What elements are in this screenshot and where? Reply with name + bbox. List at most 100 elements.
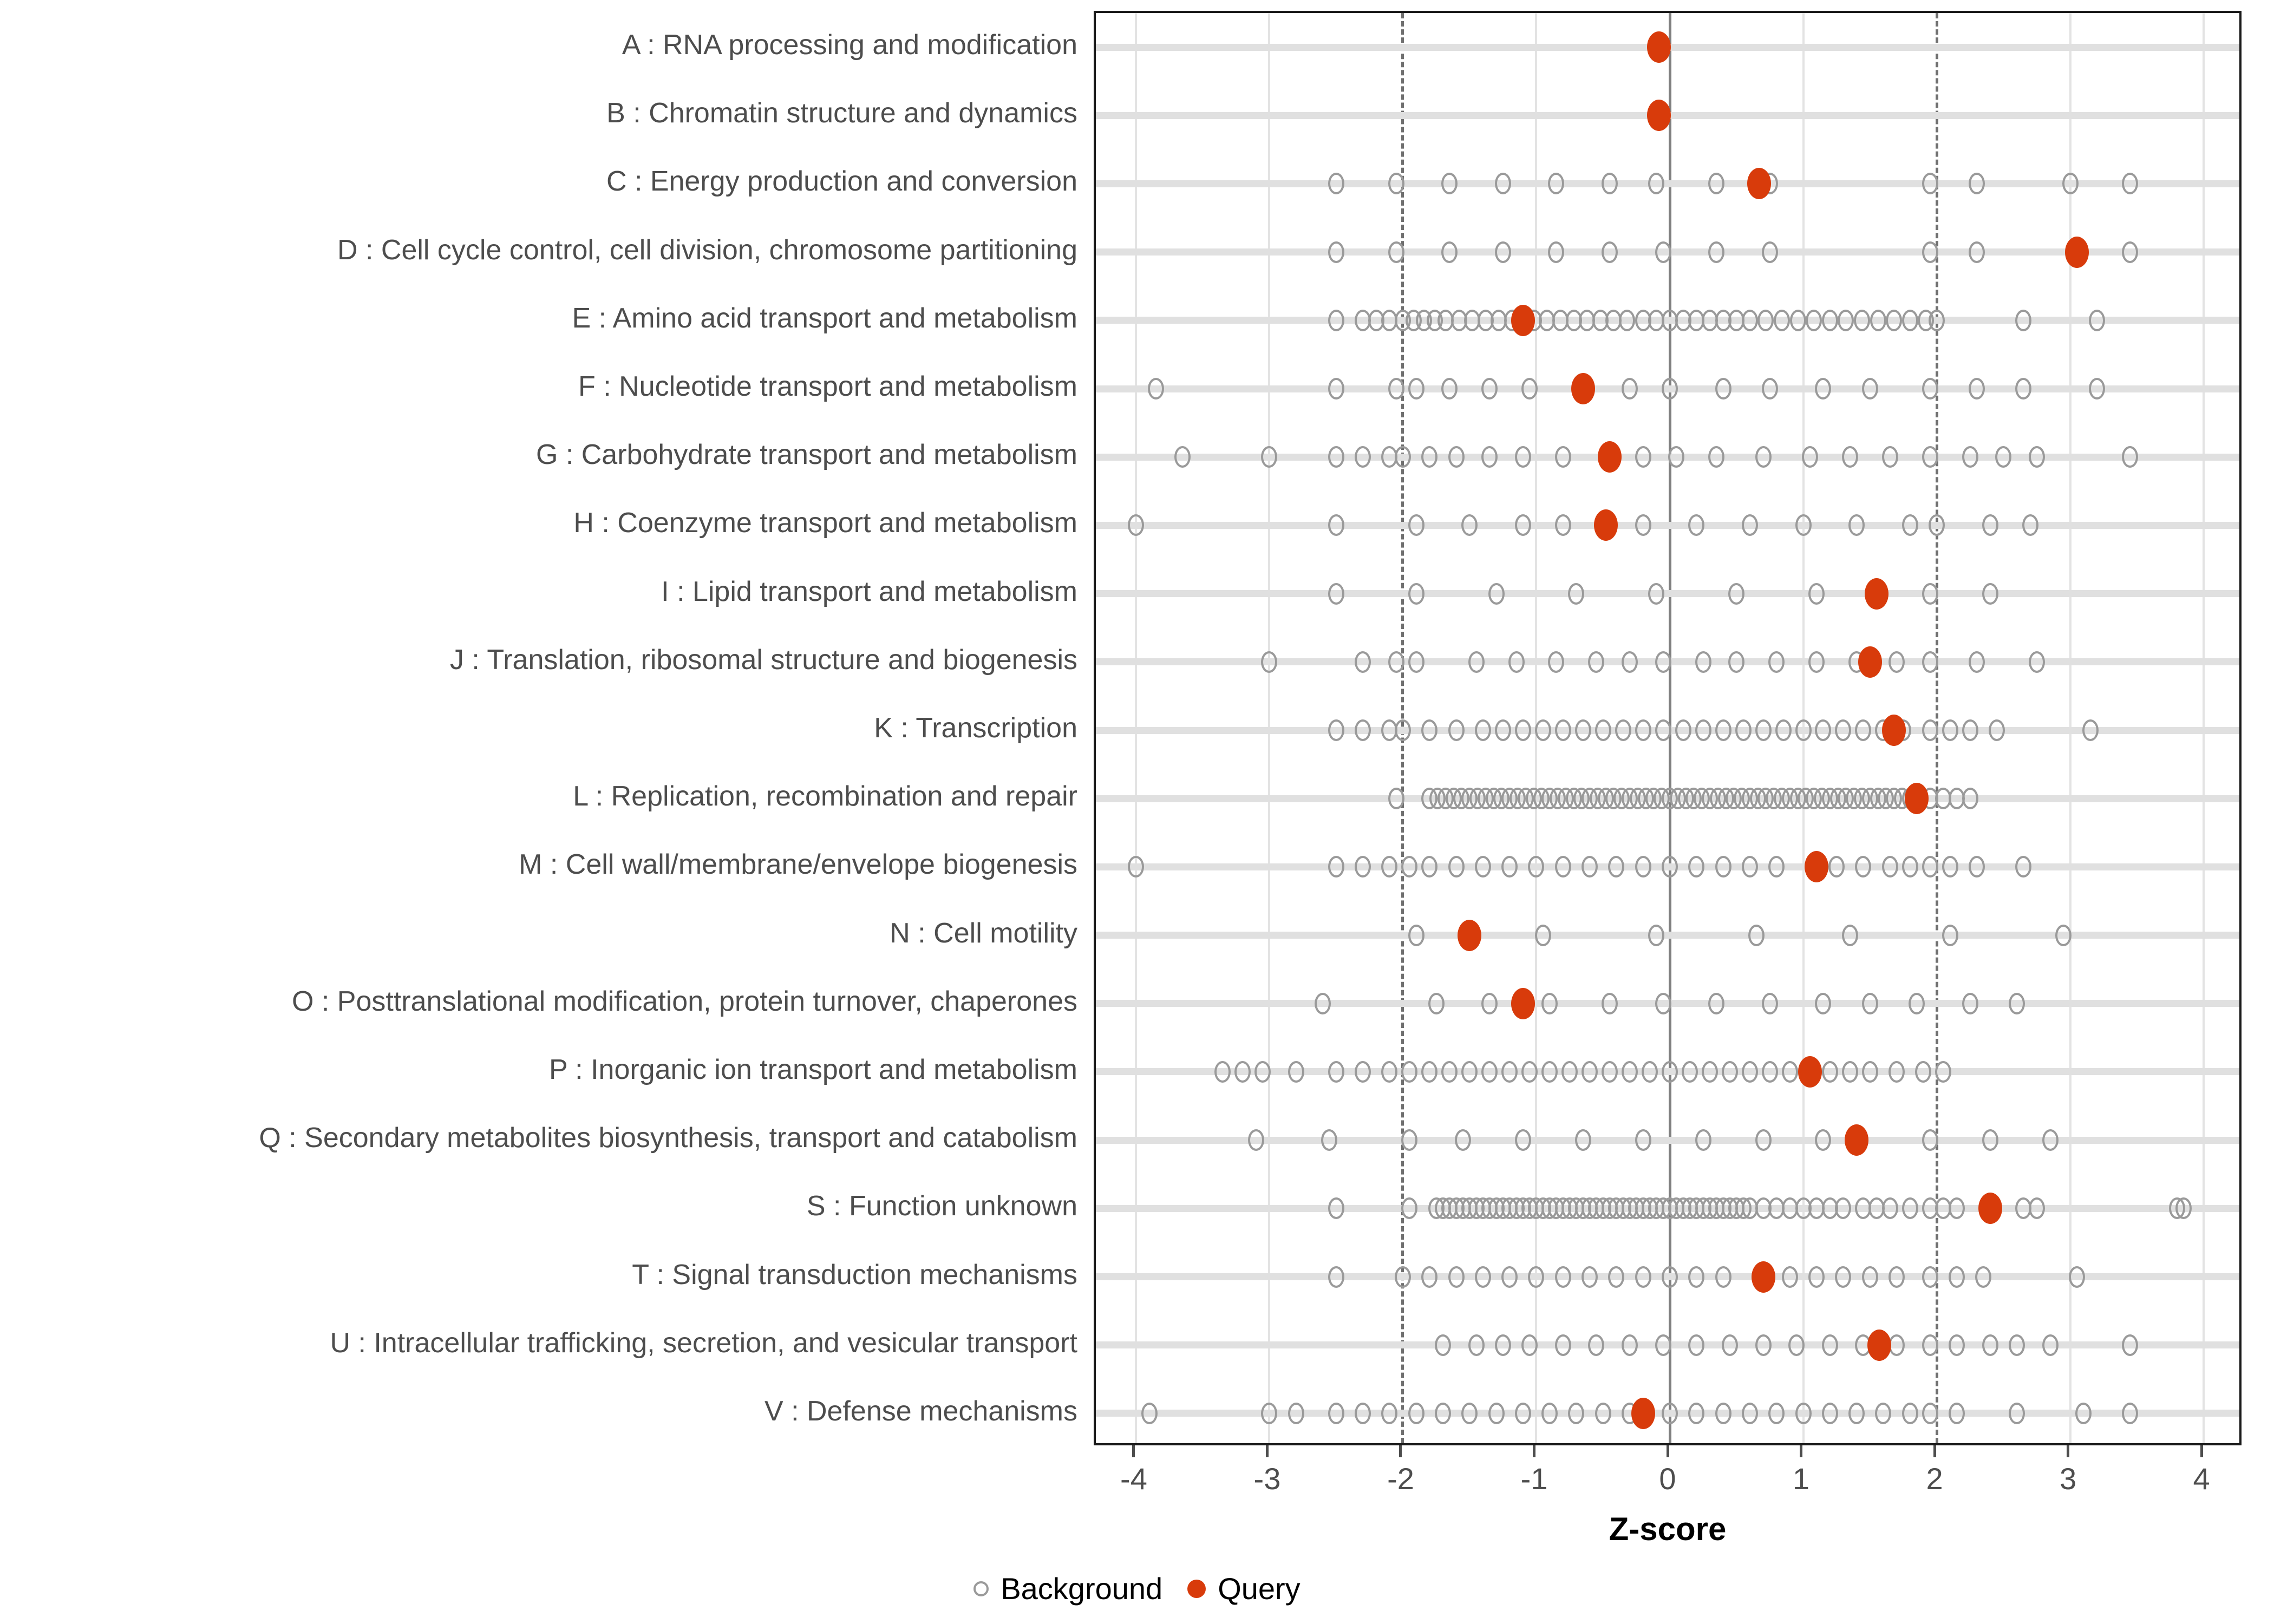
background-point <box>1968 378 1985 400</box>
background-point <box>1261 651 1278 673</box>
background-point <box>1695 719 1711 741</box>
background-point <box>2042 1129 2059 1151</box>
background-point <box>2082 719 2099 741</box>
query-point[interactable] <box>1747 168 1772 200</box>
background-point <box>1662 856 1678 878</box>
background-point <box>1768 651 1785 673</box>
background-point <box>1648 173 1665 195</box>
query-point[interactable] <box>1511 304 1535 336</box>
background-point <box>1901 1402 1918 1424</box>
background-point <box>2008 1334 2025 1356</box>
y-axis-label-a: A : RNA processing and modification <box>622 29 1077 61</box>
background-point <box>1889 1266 1905 1288</box>
y-axis-label-s: S : Function unknown <box>806 1190 1077 1222</box>
background-point <box>1468 651 1485 673</box>
background-point <box>1909 992 1925 1014</box>
background-point <box>1715 719 1731 741</box>
x-tick-0 <box>1666 1445 1669 1457</box>
query-point[interactable] <box>1598 441 1622 473</box>
background-point <box>1328 856 1344 878</box>
query-point[interactable] <box>1631 1397 1655 1429</box>
background-point <box>1408 514 1424 536</box>
background-point <box>1127 514 1144 536</box>
background-point <box>1922 378 1938 400</box>
background-point <box>1668 446 1685 468</box>
background-point <box>2055 924 2072 946</box>
background-point <box>1381 1402 1398 1424</box>
background-point <box>1602 241 1618 263</box>
background-point <box>2022 514 2038 536</box>
background-point <box>2122 241 2139 263</box>
background-point <box>1848 1402 1865 1424</box>
query-point[interactable] <box>1978 1193 2002 1224</box>
query-point[interactable] <box>2064 236 2089 268</box>
x-axis: -4 -3 -2 -1 0 1 2 3 4 <box>1094 1445 2242 1554</box>
background-point <box>1695 1129 1711 1151</box>
background-point <box>1394 719 1411 741</box>
query-point[interactable] <box>1751 1261 1775 1293</box>
background-point <box>1441 173 1458 195</box>
query-point[interactable] <box>1511 987 1535 1019</box>
background-point <box>1861 1266 1878 1288</box>
background-point <box>1968 173 1985 195</box>
background-point <box>1655 651 1671 673</box>
background-point <box>1775 719 1792 741</box>
background-point <box>1949 1266 1965 1288</box>
query-point[interactable] <box>1458 919 1482 951</box>
background-point <box>1835 719 1852 741</box>
background-point <box>1968 241 1985 263</box>
query-point[interactable] <box>1905 783 1929 815</box>
background-point <box>1554 719 1571 741</box>
y-axis-label-e: E : Amino acid transport and metabolism <box>572 302 1077 334</box>
query-point[interactable] <box>1845 1124 1869 1156</box>
background-point <box>1328 1266 1344 1288</box>
background-point <box>1949 1334 1965 1356</box>
background-point <box>1408 582 1424 605</box>
background-point <box>1975 1266 1992 1288</box>
query-point[interactable] <box>1593 509 1618 541</box>
background-point <box>1875 1402 1892 1424</box>
background-point <box>1388 378 1404 400</box>
background-point <box>1602 992 1618 1014</box>
query-point[interactable] <box>1647 100 1671 132</box>
background-point <box>2008 1402 2025 1424</box>
background-point <box>1870 309 1886 331</box>
background-point <box>1619 309 1636 331</box>
background-point <box>1815 1129 1832 1151</box>
background-point <box>1755 446 1772 468</box>
background-point <box>1808 651 1825 673</box>
background-point <box>2042 1334 2059 1356</box>
background-point <box>1488 1402 1505 1424</box>
background-point <box>1501 1060 1518 1083</box>
background-point <box>1688 1334 1705 1356</box>
query-point[interactable] <box>1865 578 1889 610</box>
background-point <box>1922 651 1938 673</box>
query-point[interactable] <box>1798 1056 1822 1088</box>
background-point <box>1828 856 1845 878</box>
background-point <box>1501 856 1518 878</box>
query-point[interactable] <box>1805 851 1829 883</box>
background-point <box>1328 719 1344 741</box>
background-point <box>1541 1402 1558 1424</box>
query-point[interactable] <box>1858 646 1882 678</box>
background-point <box>1788 1334 1805 1356</box>
background-point <box>1554 856 1571 878</box>
query-point[interactable] <box>1882 715 1906 746</box>
query-point[interactable] <box>1867 1329 1892 1361</box>
background-point <box>1715 1402 1731 1424</box>
background-point <box>1982 1334 1998 1356</box>
background-point <box>1388 173 1404 195</box>
background-point <box>1962 719 1978 741</box>
background-point <box>1901 309 1918 331</box>
x-tick-label--1: -1 <box>1520 1462 1548 1496</box>
background-point <box>1755 1129 1772 1151</box>
background-point <box>2028 446 2045 468</box>
background-point <box>1554 446 1571 468</box>
query-point[interactable] <box>1647 31 1671 63</box>
query-point[interactable] <box>1571 373 1595 405</box>
background-point <box>1835 1197 1852 1220</box>
gridline-row <box>1096 1136 2239 1144</box>
background-point <box>1935 1060 1952 1083</box>
background-point <box>1441 1060 1458 1083</box>
background-point <box>1853 309 1870 331</box>
